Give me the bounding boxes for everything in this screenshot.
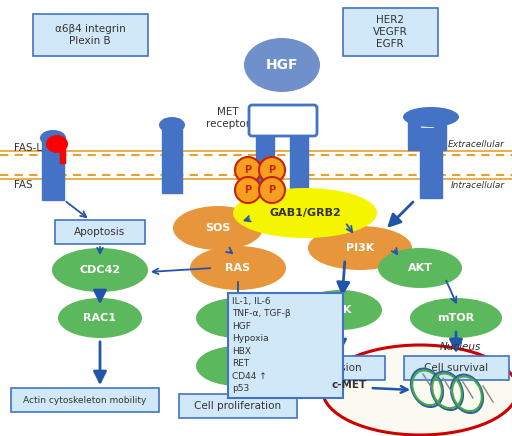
Ellipse shape — [196, 346, 280, 386]
Text: ERK: ERK — [226, 361, 250, 371]
Ellipse shape — [173, 206, 263, 250]
Text: IL-1, IL-6
TNF-α, TGF-β
HGF
Hypoxia
HBX
RET
CD44 ↑
p53: IL-1, IL-6 TNF-α, TGF-β HGF Hypoxia HBX … — [232, 296, 291, 393]
Ellipse shape — [58, 298, 142, 338]
FancyBboxPatch shape — [227, 293, 343, 398]
Text: P: P — [268, 185, 275, 195]
Bar — [408, 120, 420, 150]
Text: HER2
VEGFR
EGFR: HER2 VEGFR EGFR — [373, 15, 408, 48]
Text: Cell survival: Cell survival — [424, 363, 488, 373]
FancyBboxPatch shape — [403, 356, 508, 380]
Text: P: P — [268, 165, 275, 175]
Text: SOS: SOS — [205, 223, 231, 233]
Ellipse shape — [298, 290, 382, 330]
Ellipse shape — [378, 248, 462, 288]
Text: CDC42: CDC42 — [79, 265, 120, 275]
Text: RAC1: RAC1 — [83, 313, 117, 323]
FancyBboxPatch shape — [11, 388, 159, 412]
Text: RAS: RAS — [225, 263, 250, 273]
Bar — [420, 128, 442, 198]
Ellipse shape — [259, 157, 285, 183]
Text: Intracellular: Intracellular — [451, 181, 505, 190]
FancyBboxPatch shape — [343, 8, 437, 56]
Text: RAF: RAF — [226, 313, 250, 323]
Ellipse shape — [40, 130, 66, 146]
Ellipse shape — [233, 188, 377, 238]
Bar — [42, 140, 64, 200]
Ellipse shape — [52, 248, 148, 292]
Text: FAS: FAS — [14, 180, 33, 190]
Bar — [290, 128, 308, 200]
Text: HGF: HGF — [266, 58, 298, 72]
Text: P: P — [244, 165, 251, 175]
Text: GAB1/GRB2: GAB1/GRB2 — [269, 208, 341, 218]
Ellipse shape — [308, 226, 412, 270]
Text: c-MET: c-MET — [332, 380, 367, 390]
Bar — [434, 120, 446, 150]
Ellipse shape — [259, 177, 285, 203]
Ellipse shape — [244, 38, 320, 92]
Ellipse shape — [46, 135, 68, 153]
Ellipse shape — [235, 157, 261, 183]
Text: Extracellular: Extracellular — [448, 140, 505, 149]
Ellipse shape — [410, 298, 502, 338]
Ellipse shape — [235, 177, 261, 203]
Text: mTOR: mTOR — [437, 313, 475, 323]
Bar — [60, 145, 65, 163]
Text: AKT: AKT — [408, 263, 433, 273]
FancyBboxPatch shape — [295, 356, 385, 380]
Text: FAK: FAK — [328, 305, 352, 315]
Ellipse shape — [403, 107, 459, 127]
FancyBboxPatch shape — [32, 14, 147, 56]
Text: FAS-L: FAS-L — [14, 143, 42, 153]
FancyBboxPatch shape — [55, 220, 145, 244]
Text: α6β4 integrin
Plexin B: α6β4 integrin Plexin B — [55, 24, 125, 46]
Ellipse shape — [196, 298, 280, 338]
Bar — [256, 128, 274, 200]
Text: Actin cytoskeleton mobility: Actin cytoskeleton mobility — [24, 395, 146, 405]
Text: PI3K: PI3K — [346, 243, 374, 253]
Text: Apoptosis: Apoptosis — [74, 227, 125, 237]
Text: P: P — [244, 185, 251, 195]
FancyBboxPatch shape — [179, 394, 297, 418]
Text: MET
receptor: MET receptor — [206, 107, 250, 129]
Ellipse shape — [323, 345, 512, 435]
Ellipse shape — [190, 246, 286, 290]
Ellipse shape — [159, 117, 185, 133]
FancyBboxPatch shape — [249, 105, 317, 136]
Bar — [162, 128, 182, 193]
Text: Cell proliferation: Cell proliferation — [195, 401, 282, 411]
Text: Nucleus: Nucleus — [439, 342, 481, 352]
Text: Invasion: Invasion — [318, 363, 362, 373]
